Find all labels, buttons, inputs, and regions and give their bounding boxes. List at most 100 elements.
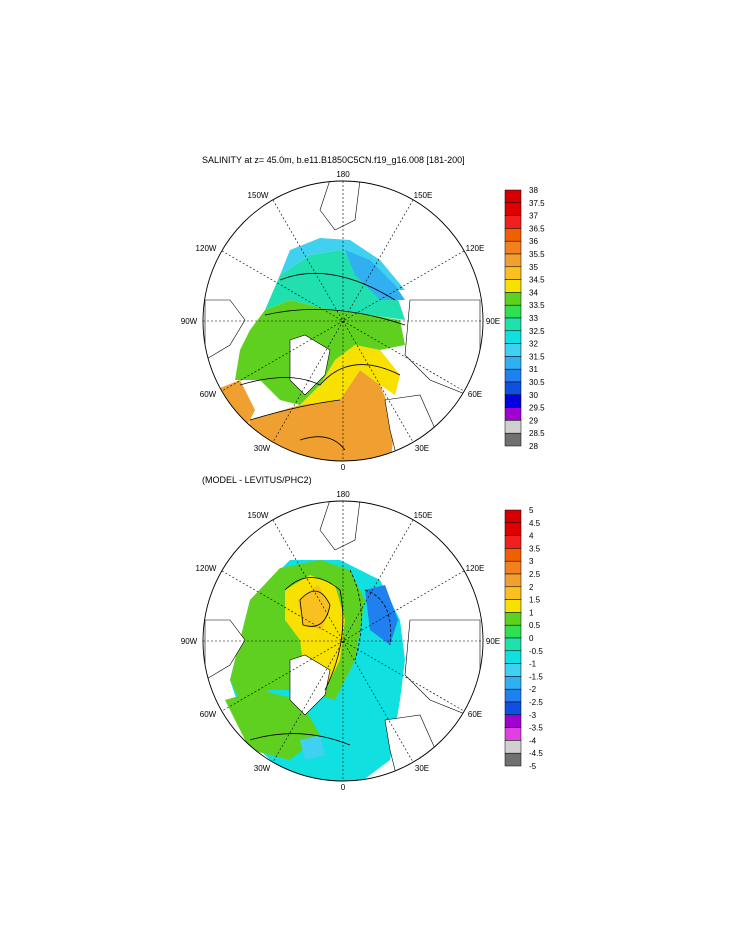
lon-label: 0 [341, 783, 346, 792]
longitude-labels: 180 150W 150E 120W 120E 90W 90E 60W 60E … [181, 170, 500, 472]
lon-label: 120E [466, 564, 485, 573]
lon-label: 180 [336, 170, 350, 179]
contour-line [299, 590, 331, 627]
lon-label: 0 [341, 463, 346, 472]
colorbar-label: 32 [529, 340, 538, 349]
colorbar-swatch [504, 637, 522, 652]
colorbar-swatch [504, 381, 522, 396]
contour-line [364, 589, 392, 646]
map-boundary [202, 180, 484, 462]
colorbar-label: 29.5 [529, 404, 545, 413]
colorbar-label: 35 [529, 263, 538, 272]
colorbar-swatch [504, 202, 522, 216]
colorbar-swatch [504, 356, 522, 370]
colorbar-label: 1.5 [529, 596, 541, 605]
lon-label: 90E [486, 317, 500, 326]
colorbar-swatch [504, 368, 522, 383]
colorbar-swatch [504, 292, 522, 306]
lon-label: 120E [466, 244, 485, 253]
colorbar-label: 33.5 [529, 301, 545, 310]
map-boundary [202, 500, 484, 782]
colorbar-label: 4.5 [529, 519, 541, 528]
colorbar-label: 3 [529, 557, 534, 566]
siberia-land [404, 619, 481, 721]
lon-label: 60W [200, 390, 217, 399]
colorbar-label: 37 [529, 212, 538, 221]
colorbar-label: 0 [529, 634, 534, 643]
contour-line [249, 399, 341, 421]
colorbar-swatch [504, 599, 522, 613]
colorbar-swatch [504, 304, 522, 319]
colorbar-label: 28 [529, 442, 538, 451]
salinity-field-blue [345, 250, 405, 300]
colorbar-label: 1 [529, 608, 534, 617]
colorbar-swatch [504, 432, 522, 447]
colorbar-swatch [504, 740, 522, 754]
colorbar-swatch [504, 317, 522, 332]
colorbar-label: -1.5 [529, 672, 543, 681]
contour-line [249, 733, 351, 746]
colorbar-swatch [504, 407, 522, 421]
colorbar-label: 37.5 [529, 199, 545, 208]
colorbar-label: 28.5 [529, 429, 545, 438]
lon-label: 150W [248, 511, 269, 520]
colorbar-swatch [504, 509, 522, 524]
contour-line [264, 309, 406, 326]
colorbar-swatch [504, 266, 522, 280]
colorbar-swatch [504, 624, 522, 639]
colorbar-label: 2.5 [529, 570, 541, 579]
colorbar: 5 4.5 4 3.5 3 2.5 2 1.5 1 0.5 0 -0.5 -1 -1.5 -2 -2.5 -3 -… [504, 506, 543, 771]
colorbar-swatch [504, 676, 522, 690]
lon-label: 60W [200, 710, 217, 719]
colorbar-label: 30.5 [529, 378, 545, 387]
panel-top: SALINITY at z= 45.0m, b.e11.B1850C5CN.f1… [181, 155, 545, 472]
colorbar-swatch [504, 343, 522, 357]
colorbar-swatch [504, 701, 522, 716]
colorbar-label: 29 [529, 416, 538, 425]
contour-line [299, 436, 346, 451]
longitude-labels: 180 150W 150E 120W 120E 90W 90E 60W 60E … [181, 490, 500, 792]
lon-label: 90W [181, 317, 198, 326]
colorbar-label: 30 [529, 391, 538, 400]
colorbar-label: -2 [529, 685, 537, 694]
colorbar-swatch [504, 215, 522, 229]
panel-title: (MODEL - LEVITUS/PHC2) [202, 475, 312, 485]
greenland-land [289, 654, 331, 716]
polar-map [202, 500, 484, 782]
colorbar-swatch [504, 240, 522, 255]
colorbar-swatch [504, 560, 522, 575]
colorbar-label: 4 [529, 532, 534, 541]
lon-label: 120W [196, 564, 217, 573]
colorbar-swatch [504, 663, 522, 677]
panel-bottom: (MODEL - LEVITUS/PHC2) [181, 475, 544, 792]
colorbar-swatch [504, 420, 522, 434]
colorbar-swatch [504, 522, 522, 536]
lon-label: 90E [486, 637, 500, 646]
colorbar-label: 2 [529, 583, 534, 592]
colorbar-swatch [504, 394, 522, 408]
colorbar-label: 33 [529, 314, 538, 323]
difference-field-orange-core [298, 585, 330, 630]
colorbar-label: 0.5 [529, 621, 541, 630]
lon-label: 60E [468, 390, 482, 399]
colorbar-label: -3.5 [529, 724, 543, 733]
colorbar-swatch [504, 688, 522, 703]
greenland-land [289, 334, 331, 396]
colorbar-label: 3.5 [529, 544, 541, 553]
salinity-field-yellow [300, 345, 400, 405]
colorbar-label: 31.5 [529, 352, 545, 361]
colorbar-swatch [504, 548, 522, 562]
alaska-land [319, 181, 361, 231]
lon-label: 30E [415, 764, 429, 773]
colorbar-label: 5 [529, 506, 534, 515]
salinity-field-cyan [280, 238, 405, 290]
colorbar-label: 34 [529, 288, 538, 297]
colorbar-label: 34.5 [529, 276, 545, 285]
colorbar-swatch [504, 650, 522, 664]
colorbar-swatch [504, 253, 522, 268]
difference-field-blue [365, 585, 398, 645]
contour-line [284, 577, 344, 691]
graticule [203, 181, 483, 461]
lon-label: 150E [414, 511, 433, 520]
